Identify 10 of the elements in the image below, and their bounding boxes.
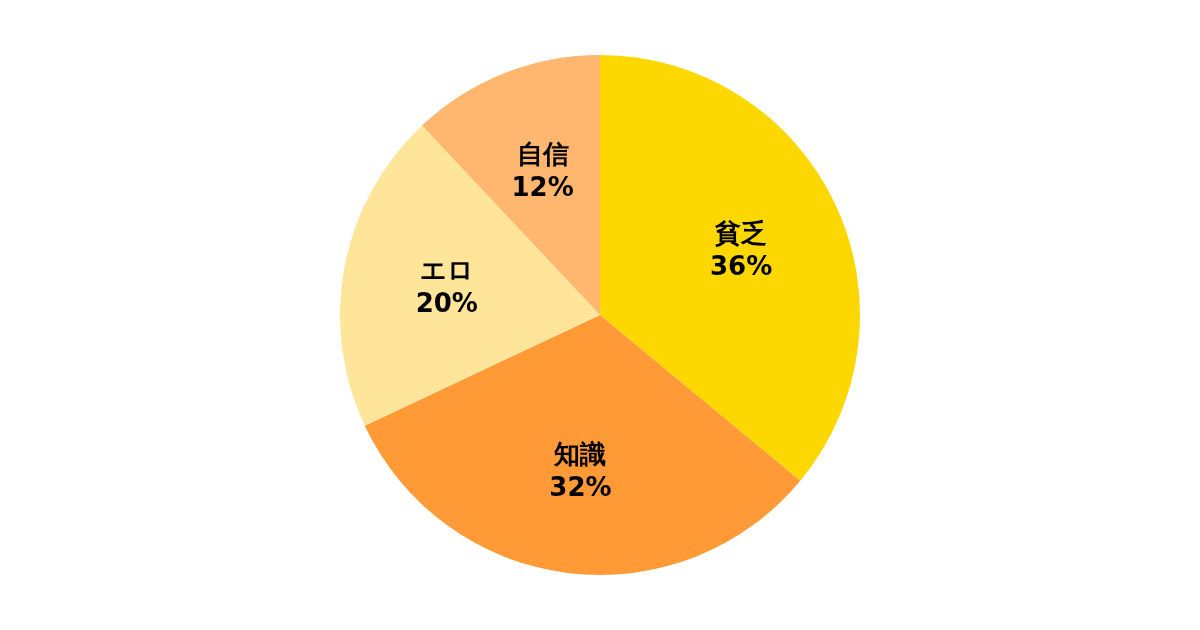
pie-slice (340, 125, 600, 426)
data-label: 32% (549, 471, 612, 502)
slice-label: エロ (419, 254, 474, 285)
slice-label: 知識 (553, 438, 607, 469)
slice-label: 貧乏 (714, 217, 768, 248)
data-label: 20% (415, 287, 478, 318)
slice-label: 自信 (516, 138, 569, 169)
data-label: 36% (710, 250, 773, 281)
data-label: 12% (511, 171, 574, 202)
pie-slice (364, 315, 801, 575)
